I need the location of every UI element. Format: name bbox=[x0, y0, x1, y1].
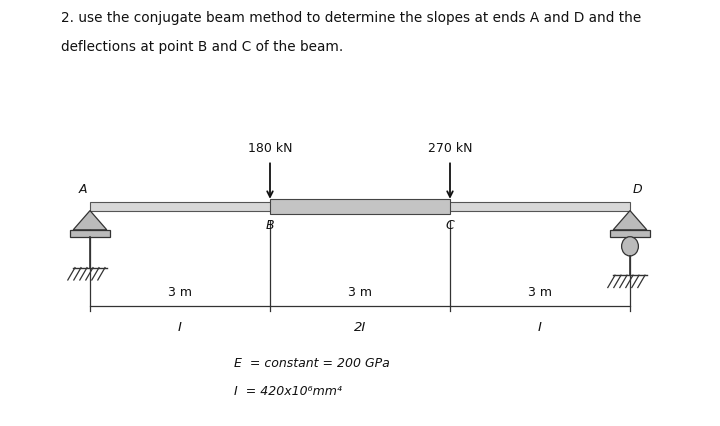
Polygon shape bbox=[613, 210, 647, 230]
Polygon shape bbox=[73, 210, 107, 230]
Text: B: B bbox=[266, 219, 274, 232]
Text: D: D bbox=[633, 183, 643, 196]
Polygon shape bbox=[610, 230, 650, 237]
Text: 2. use the conjugate beam method to determine the slopes at ends A and D and the: 2. use the conjugate beam method to dete… bbox=[61, 11, 642, 25]
Text: C: C bbox=[446, 219, 454, 232]
Text: deflections at point B and C of the beam.: deflections at point B and C of the beam… bbox=[61, 40, 343, 55]
Circle shape bbox=[621, 237, 639, 256]
Text: 3 m: 3 m bbox=[348, 286, 372, 299]
Text: I: I bbox=[178, 321, 182, 334]
Text: I  = 420x10⁶mm⁴: I = 420x10⁶mm⁴ bbox=[234, 386, 342, 398]
Polygon shape bbox=[90, 201, 630, 210]
Text: 270 kN: 270 kN bbox=[428, 142, 472, 155]
Text: 2I: 2I bbox=[354, 321, 366, 334]
Text: E  = constant = 200 GPa: E = constant = 200 GPa bbox=[234, 357, 390, 370]
Text: 3 m: 3 m bbox=[168, 286, 192, 299]
Text: 180 kN: 180 kN bbox=[248, 142, 292, 155]
Text: 3 m: 3 m bbox=[528, 286, 552, 299]
Text: A: A bbox=[78, 183, 87, 196]
Polygon shape bbox=[270, 199, 450, 214]
Text: I: I bbox=[538, 321, 542, 334]
Polygon shape bbox=[70, 230, 110, 237]
